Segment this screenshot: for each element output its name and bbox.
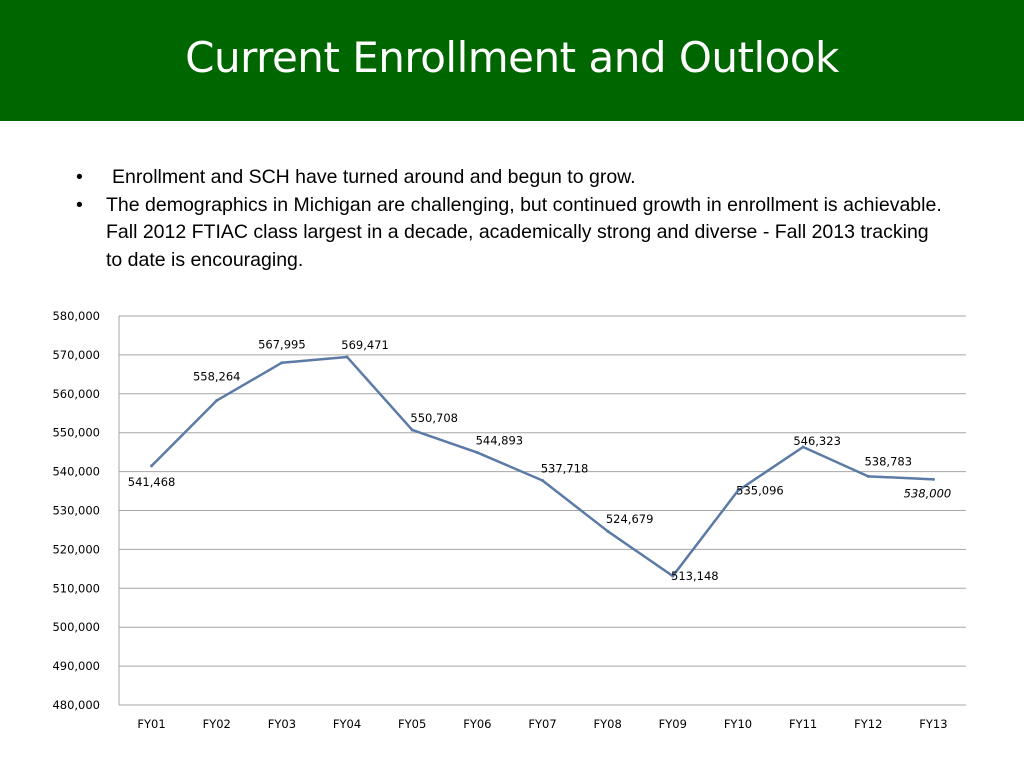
- x-tick-label: FY06: [463, 717, 491, 731]
- y-tick-label: 570,000: [52, 348, 100, 362]
- slide-title: Current Enrollment and Outlook: [185, 33, 839, 82]
- title-bar: Current Enrollment and Outlook: [0, 0, 1024, 121]
- bullet-text: The demographics in Michigan are challen…: [106, 193, 942, 271]
- y-tick-label: 560,000: [52, 387, 100, 401]
- y-tick-label: 490,000: [52, 659, 100, 673]
- data-point: [541, 478, 544, 482]
- enrollment-line-chart: 480,000 490,000 500,000 510,000 520,000 530,0…: [52, 309, 966, 731]
- data-label: 538,000: [904, 486, 952, 500]
- data-point: [475, 451, 479, 455]
- series-layer: [150, 355, 935, 578]
- x-tick-label: FY07: [528, 717, 556, 731]
- data-point: [280, 361, 284, 365]
- label-layer: 541,468 558,264 567,995 569,471 550,708 544,8…: [128, 338, 951, 583]
- x-tick-label: FY10: [724, 717, 752, 731]
- data-point: [215, 399, 219, 403]
- x-tick-label: FY03: [268, 717, 296, 731]
- x-tick-label: FY09: [659, 717, 687, 731]
- data-point: [606, 529, 610, 533]
- y-tick-label: 510,000: [52, 581, 100, 595]
- y-tick-label: 540,000: [52, 465, 100, 479]
- data-label: 546,323: [793, 434, 841, 448]
- axis-layer: 480,000 490,000 500,000 510,000 520,000 530,0…: [52, 309, 947, 731]
- x-tick-label: FY02: [203, 717, 231, 731]
- bullet-symbol: •: [76, 193, 83, 216]
- data-point: [736, 489, 740, 493]
- x-tick-label: FY08: [594, 717, 622, 731]
- y-tick-label: 500,000: [52, 620, 100, 634]
- data-point: [866, 474, 870, 478]
- x-tick-label: FY05: [398, 717, 426, 731]
- data-label: 567,995: [258, 338, 306, 352]
- data-label: 550,708: [410, 411, 458, 425]
- data-label: 524,679: [606, 512, 654, 526]
- data-label: 535,096: [736, 484, 784, 498]
- y-tick-label: 580,000: [52, 309, 100, 323]
- y-tick-label: 550,000: [52, 426, 100, 440]
- data-label: 537,718: [541, 461, 589, 475]
- y-tick-label: 530,000: [52, 504, 100, 518]
- data-label: 513,148: [671, 569, 719, 583]
- data-label: 541,468: [128, 475, 176, 489]
- bullet-item: • Enrollment and SCH have turned around …: [70, 164, 950, 192]
- bullet-text: Enrollment and SCH have turned around an…: [112, 166, 636, 188]
- bullet-symbol: •: [76, 166, 83, 188]
- x-tick-label: FY12: [854, 717, 882, 731]
- x-tick-label: FY13: [919, 717, 947, 731]
- data-label: 544,893: [476, 434, 524, 448]
- bullet-item: • The demographics in Michigan are chall…: [70, 192, 950, 275]
- data-label: 558,264: [193, 370, 241, 384]
- data-point: [410, 428, 414, 432]
- data-point: [345, 355, 349, 359]
- y-tick-label: 480,000: [52, 698, 100, 712]
- data-point: [801, 445, 805, 449]
- bullet-list: • Enrollment and SCH have turned around …: [70, 164, 950, 274]
- data-label: 569,471: [341, 338, 389, 352]
- x-tick-label: FY01: [137, 717, 165, 731]
- data-point: [150, 464, 154, 468]
- y-tick-label: 520,000: [52, 542, 100, 556]
- data-point: [931, 477, 935, 481]
- grid-layer: [119, 315, 966, 706]
- data-label: 538,783: [864, 454, 912, 468]
- data-point: [671, 574, 675, 578]
- x-tick-label: FY11: [789, 717, 817, 731]
- x-tick-label: FY04: [333, 717, 361, 731]
